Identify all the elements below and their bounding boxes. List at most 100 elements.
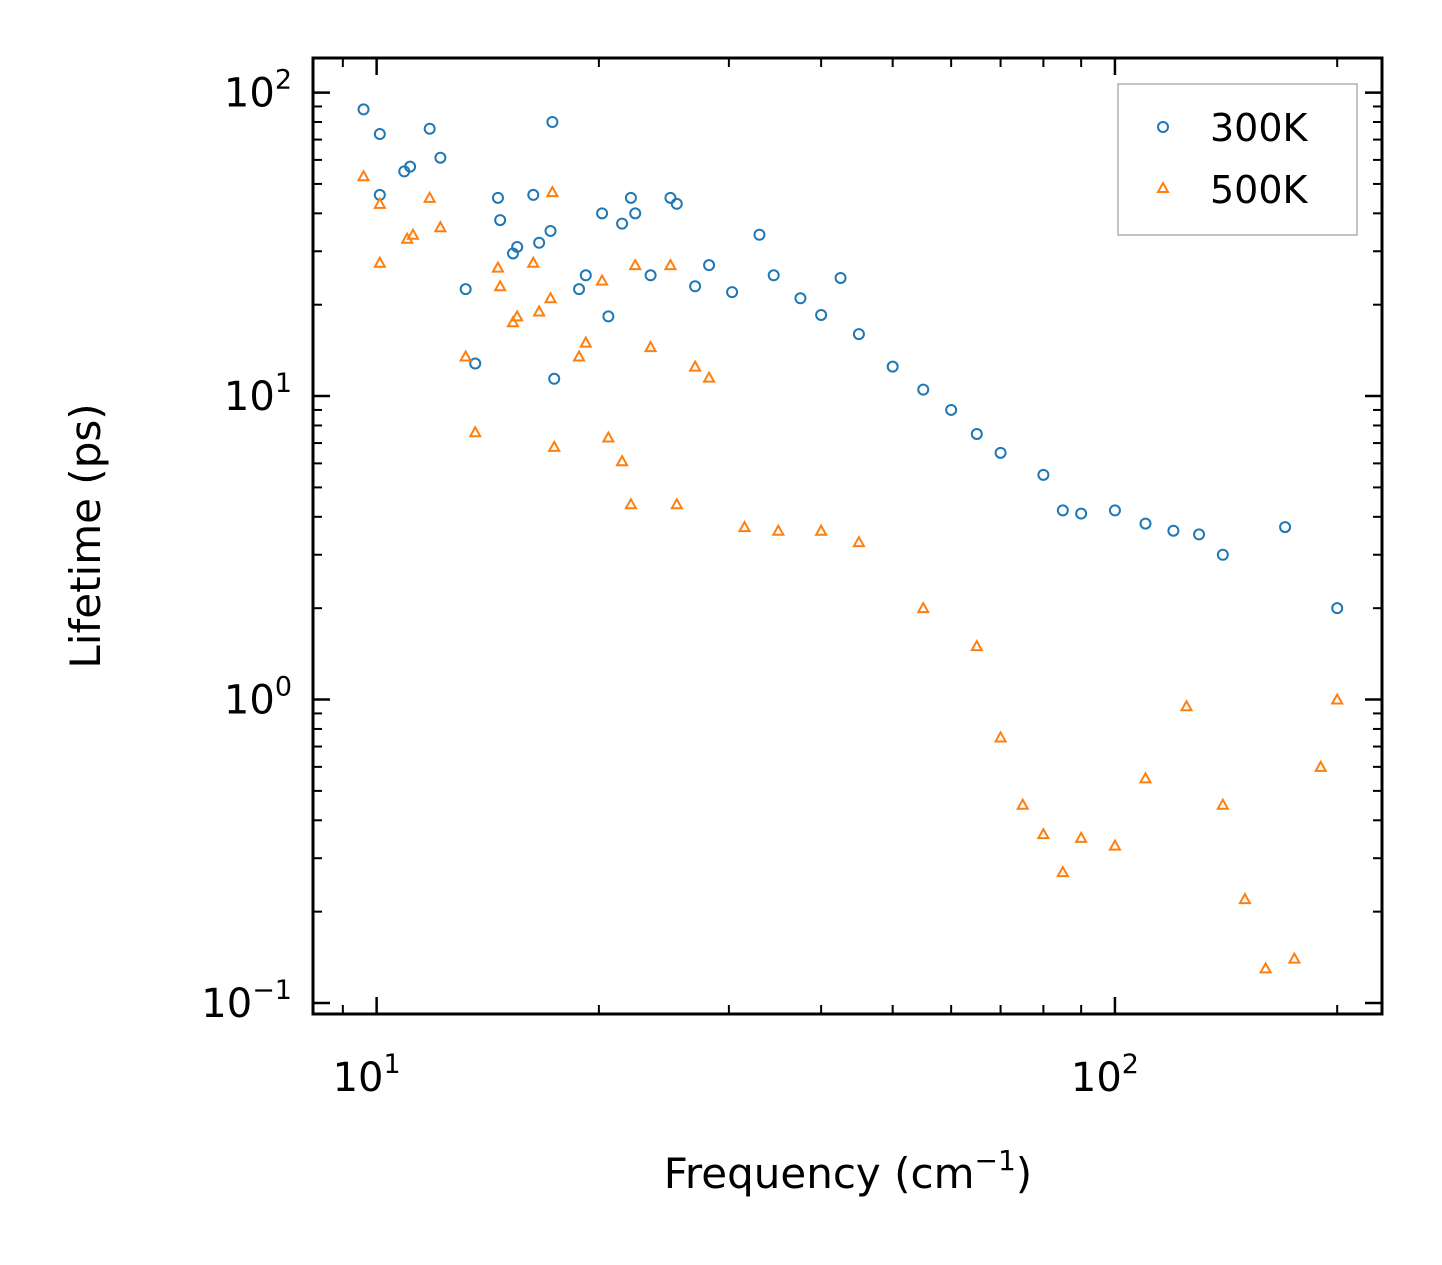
data-point-500k: [506, 315, 520, 328]
data-point-500k: [526, 255, 540, 268]
data-point-500k: [688, 359, 702, 372]
data-point-500k: [491, 260, 505, 273]
data-point-500k: [1036, 827, 1051, 840]
data-point-300k: [616, 217, 629, 230]
data-point-500k: [771, 523, 786, 536]
y-tick-label: 10−1: [201, 975, 292, 1027]
data-point-300k: [527, 188, 540, 201]
data-point-500k: [643, 340, 658, 353]
data-point-300k: [834, 271, 847, 284]
data-point-300k: [533, 236, 546, 249]
data-point-300k: [596, 207, 609, 220]
data-point-300k: [434, 151, 447, 164]
data-point-500k: [1314, 759, 1328, 772]
data-point-500k: [595, 273, 609, 286]
data-point-300k: [1216, 548, 1229, 561]
plot-frame: [311, 56, 1384, 1016]
data-point-500k: [852, 535, 866, 548]
data-point-300k: [644, 269, 657, 282]
data-point-500k: [814, 523, 828, 536]
data-point-300k: [1139, 517, 1152, 530]
data-point-500k: [572, 349, 586, 362]
data-point-500k: [1074, 830, 1088, 843]
major-ticks: [313, 58, 1382, 1014]
data-point-500k: [579, 335, 593, 348]
data-point-300k: [1075, 507, 1088, 520]
data-point-500k: [373, 255, 387, 268]
data-point-500k: [468, 425, 482, 438]
data-point-500k: [737, 520, 752, 533]
data-point-300k: [945, 403, 958, 416]
data-point-500k: [1056, 865, 1070, 878]
data-point-300k: [1056, 504, 1069, 517]
y-tick-label: 100: [224, 672, 292, 724]
data-point-300k: [1279, 521, 1292, 534]
data-point-500k: [423, 190, 437, 203]
data-point-500k: [406, 227, 420, 240]
data-point-500k: [532, 304, 546, 317]
y-tick-label: 102: [224, 65, 292, 117]
data-point-500k: [433, 220, 448, 233]
legend: 300K 500K: [1117, 83, 1358, 236]
data-point-300k: [511, 240, 524, 253]
data-point-500k: [493, 279, 507, 292]
legend-box: [1117, 83, 1358, 236]
data-point-300k: [994, 446, 1007, 459]
data-point-500k: [670, 497, 684, 510]
series-300k-points: [357, 103, 1344, 615]
data-point-500k: [702, 370, 716, 383]
data-point-300k: [852, 328, 865, 341]
data-point-500k: [1330, 692, 1344, 705]
data-point-300k: [703, 259, 716, 272]
data-point-300k: [469, 357, 482, 370]
data-point-300k: [886, 360, 899, 373]
data-point-300k: [689, 280, 702, 293]
data-point-300k: [1108, 504, 1121, 517]
data-point-300k: [573, 283, 586, 296]
data-point-500k: [1138, 771, 1153, 784]
data-point-500k: [970, 639, 984, 652]
data-point-300k: [423, 122, 436, 135]
data-point-500k: [601, 430, 616, 443]
y-tick-label: 101: [224, 368, 292, 420]
data-point-500k: [510, 309, 524, 322]
data-point-300k: [459, 283, 472, 296]
data-point-500k: [1015, 797, 1030, 810]
data-point-500k: [373, 196, 387, 209]
data-point-300k: [491, 191, 504, 204]
data-point-300k: [1037, 468, 1050, 481]
x-axis-label: Frequency (cm−1): [664, 1144, 1032, 1198]
data-point-300k: [629, 207, 642, 220]
data-point-300k: [357, 103, 370, 116]
data-point-500k: [458, 349, 473, 362]
data-point-500k: [1287, 951, 1302, 964]
data-point-500k: [615, 454, 629, 467]
x-tick-label: 101: [333, 1049, 401, 1101]
x-tick-label: 102: [1071, 1049, 1139, 1101]
data-point-300k: [917, 383, 930, 396]
data-point-300k: [1331, 602, 1344, 615]
data-point-300k: [546, 115, 559, 128]
data-point-500k: [1238, 892, 1252, 905]
data-point-300k: [670, 197, 683, 210]
data-point-500k: [1258, 961, 1273, 974]
data-point-500k: [993, 730, 1008, 743]
series-500k-points: [356, 169, 1344, 974]
tick-labels: 101 102 10−1 100 101 102: [201, 65, 1139, 1101]
data-point-300k: [1193, 528, 1206, 541]
legend-marker-300k: [1157, 121, 1169, 133]
data-point-500k: [1108, 838, 1122, 851]
data-point-300k: [753, 228, 766, 241]
data-point-500k: [545, 185, 560, 198]
data-point-500k: [663, 258, 678, 271]
data-point-300k: [794, 292, 807, 305]
data-point-500k: [543, 291, 558, 304]
data-point-500k: [916, 601, 930, 614]
data-point-300k: [1167, 524, 1180, 537]
data-point-300k: [970, 427, 983, 440]
data-point-300k: [664, 191, 677, 204]
data-point-500k: [1179, 699, 1194, 712]
legend-label-300k: 300K: [1210, 106, 1309, 150]
data-point-300k: [548, 372, 561, 385]
